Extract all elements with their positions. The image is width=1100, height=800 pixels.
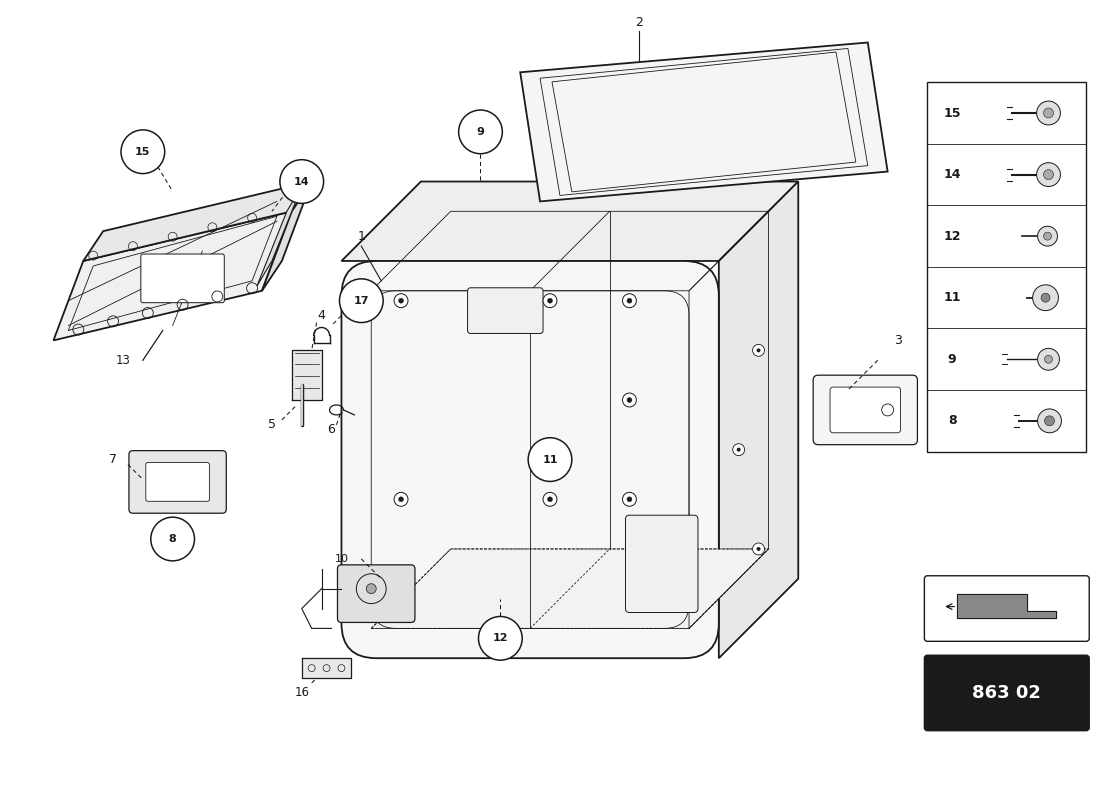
Text: 12: 12 [493, 634, 508, 643]
FancyBboxPatch shape [813, 375, 917, 445]
Text: 15: 15 [944, 106, 961, 119]
Circle shape [394, 492, 408, 506]
Text: 4: 4 [318, 309, 326, 322]
Circle shape [340, 279, 383, 322]
Text: 14: 14 [944, 168, 961, 181]
Polygon shape [262, 182, 311, 290]
Circle shape [543, 492, 557, 506]
Circle shape [627, 398, 631, 402]
Text: 3: 3 [893, 334, 902, 347]
Text: euroParts: euroParts [360, 371, 681, 429]
Text: 1: 1 [358, 230, 365, 242]
Text: a passion for parts since 1985: a passion for parts since 1985 [405, 472, 636, 487]
Circle shape [398, 497, 404, 502]
Circle shape [1044, 108, 1054, 118]
Text: 10: 10 [334, 554, 349, 564]
Text: 11: 11 [944, 291, 961, 304]
Circle shape [757, 547, 760, 551]
Polygon shape [257, 186, 301, 286]
Circle shape [1044, 170, 1054, 179]
Circle shape [752, 543, 764, 555]
Polygon shape [341, 182, 799, 261]
Circle shape [623, 393, 637, 407]
Polygon shape [520, 42, 888, 202]
FancyBboxPatch shape [626, 515, 698, 613]
Circle shape [459, 110, 503, 154]
Circle shape [394, 294, 408, 308]
Circle shape [1045, 355, 1053, 363]
Circle shape [1045, 416, 1055, 426]
Polygon shape [957, 594, 1056, 618]
Circle shape [623, 492, 637, 506]
FancyBboxPatch shape [338, 565, 415, 622]
FancyBboxPatch shape [924, 655, 1089, 730]
FancyBboxPatch shape [927, 82, 1087, 452]
Text: 14: 14 [294, 177, 309, 186]
Text: 6: 6 [328, 423, 336, 436]
Circle shape [737, 448, 740, 452]
Circle shape [1036, 101, 1060, 125]
Circle shape [151, 517, 195, 561]
Circle shape [478, 617, 522, 660]
Text: 9: 9 [948, 353, 957, 366]
Polygon shape [372, 549, 769, 629]
Circle shape [1037, 348, 1059, 370]
Polygon shape [718, 182, 799, 658]
Polygon shape [301, 658, 351, 678]
Circle shape [1041, 294, 1050, 302]
Circle shape [1037, 409, 1062, 433]
Text: 2: 2 [636, 16, 644, 29]
Text: 15: 15 [135, 146, 151, 157]
Text: 12: 12 [944, 230, 961, 242]
Text: 863 02: 863 02 [972, 684, 1042, 702]
Circle shape [548, 298, 552, 303]
Circle shape [627, 497, 631, 502]
Circle shape [1036, 162, 1060, 186]
Polygon shape [54, 211, 292, 341]
FancyBboxPatch shape [468, 288, 543, 334]
Circle shape [1033, 285, 1058, 310]
Text: 17: 17 [353, 296, 370, 306]
Text: 8: 8 [168, 534, 176, 544]
Polygon shape [292, 350, 321, 400]
Circle shape [752, 344, 764, 356]
Text: 5: 5 [268, 418, 276, 431]
Polygon shape [84, 182, 311, 261]
FancyBboxPatch shape [924, 576, 1089, 642]
Circle shape [1037, 226, 1057, 246]
Circle shape [121, 130, 165, 174]
Circle shape [623, 294, 637, 308]
Text: 7: 7 [109, 453, 117, 466]
PathPatch shape [341, 261, 718, 658]
Circle shape [366, 584, 376, 594]
Circle shape [548, 497, 552, 502]
Circle shape [627, 298, 631, 303]
Text: 13: 13 [116, 354, 131, 366]
FancyBboxPatch shape [141, 254, 224, 302]
Circle shape [1044, 232, 1052, 240]
Text: 9: 9 [476, 127, 484, 137]
Circle shape [733, 444, 745, 456]
FancyBboxPatch shape [146, 462, 209, 502]
Circle shape [279, 160, 323, 203]
Text: 11: 11 [542, 454, 558, 465]
Circle shape [528, 438, 572, 482]
Circle shape [757, 348, 760, 352]
FancyBboxPatch shape [129, 450, 227, 514]
Text: 8: 8 [948, 414, 957, 427]
FancyBboxPatch shape [830, 387, 901, 433]
Circle shape [543, 294, 557, 308]
Circle shape [398, 298, 404, 303]
Text: 16: 16 [294, 686, 309, 699]
